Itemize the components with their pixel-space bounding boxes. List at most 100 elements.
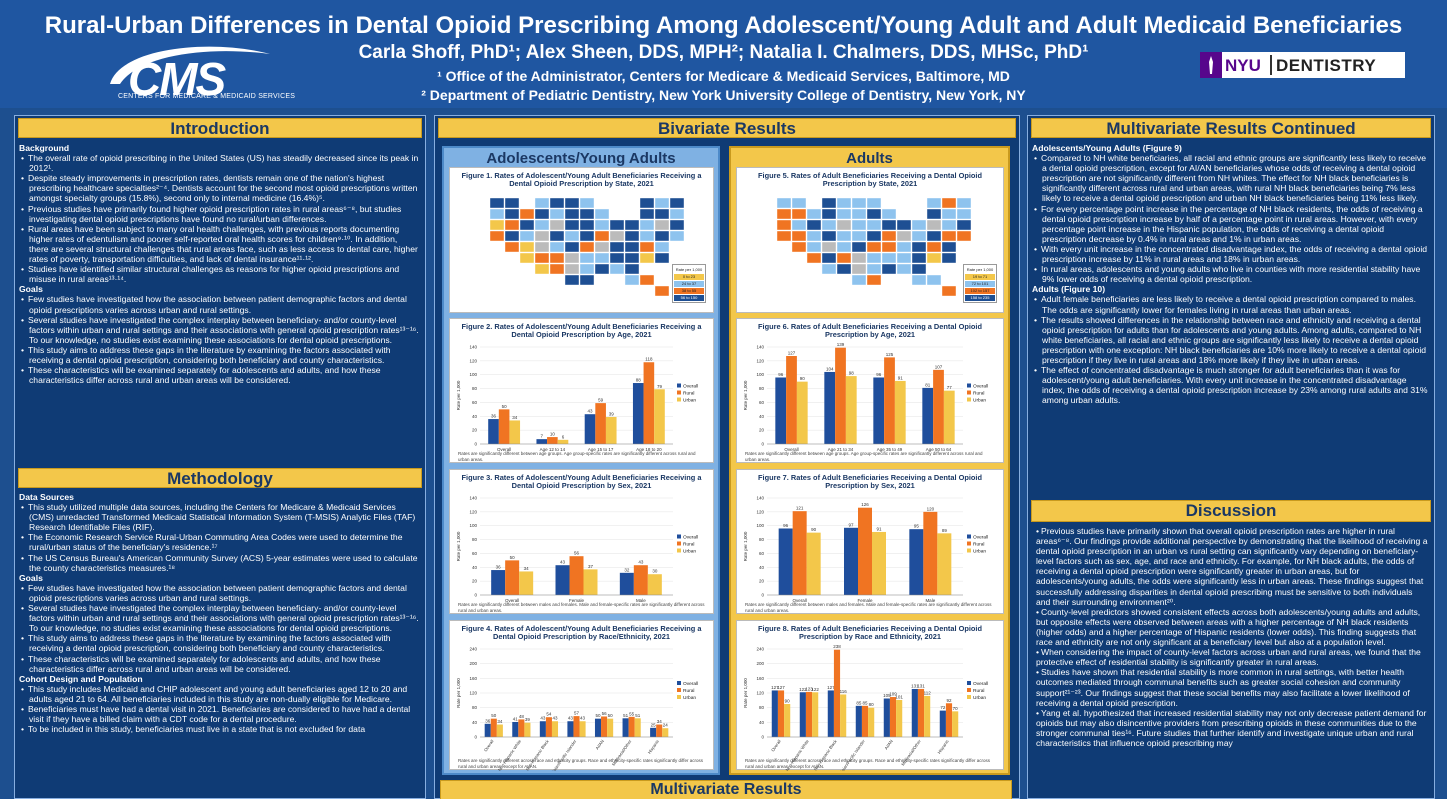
- cms-wordmark: CMS: [128, 53, 226, 105]
- state-shape: [821, 263, 837, 275]
- list-item: Rural areas have been subject to many or…: [19, 224, 419, 264]
- state-shape: [881, 230, 897, 242]
- multivariate-heading: Multivariate Results: [440, 780, 1012, 799]
- y-tick-label: 120: [756, 691, 764, 696]
- data-label: 104: [826, 366, 834, 371]
- bar: [656, 724, 663, 737]
- state-shape: [776, 208, 792, 220]
- state-shape: [806, 241, 822, 253]
- state-shape: [956, 230, 972, 242]
- state-shape: [836, 208, 852, 220]
- data-label: 77: [947, 385, 953, 390]
- bar: [605, 416, 617, 444]
- bar: [490, 718, 497, 737]
- state-shape: [639, 274, 655, 286]
- data-label: 34: [657, 719, 663, 724]
- list-item: Studies have identified similar structur…: [19, 264, 419, 284]
- data-label: 41: [513, 716, 519, 721]
- state-shape: [564, 252, 580, 264]
- data-label: 79: [657, 384, 663, 389]
- data-label: 43: [638, 560, 644, 565]
- state-shape: [941, 230, 957, 242]
- state-shape: [504, 241, 520, 253]
- legend-swatch: [967, 548, 971, 553]
- state-shape: [851, 274, 867, 286]
- state-shape: [866, 263, 882, 275]
- logo-divider: [1270, 55, 1272, 75]
- state-shape: [579, 219, 595, 231]
- state-shape: [579, 230, 595, 242]
- state-shape: [776, 197, 792, 209]
- legend-label: Overall: [683, 535, 698, 541]
- y-tick-label: 240: [469, 647, 477, 652]
- bar: [861, 705, 869, 737]
- bar: [778, 528, 793, 595]
- y-tick-label: 60: [759, 551, 765, 556]
- state-shape: [594, 252, 610, 264]
- legend-swatch: [677, 681, 681, 685]
- y-tick-label: 200: [756, 661, 764, 666]
- state-shape: [579, 252, 595, 264]
- state-shape: [791, 241, 807, 253]
- bar: [557, 439, 569, 444]
- state-shape: [639, 241, 655, 253]
- data-label: 43: [568, 716, 574, 721]
- data-label: 116: [840, 689, 848, 694]
- bar: [622, 718, 629, 737]
- bar: [583, 569, 598, 595]
- bar: [855, 705, 862, 737]
- bar: [873, 377, 885, 444]
- state-shape: [624, 230, 640, 242]
- state-shape: [821, 219, 837, 231]
- legend-swatch: [677, 548, 681, 553]
- state-shape: [549, 263, 565, 275]
- adults-heading: Adults: [846, 150, 893, 167]
- state-shape: [911, 219, 927, 231]
- list-item: Beneficiaries must have had a dental vis…: [19, 704, 419, 724]
- state-shape: [579, 208, 595, 220]
- data-label: 131: [911, 683, 919, 688]
- state-shape: [941, 241, 957, 253]
- nyu-torch-icon: [1200, 52, 1222, 78]
- data-label: 37: [588, 564, 594, 569]
- y-tick-label: 100: [469, 372, 477, 377]
- x-tick-label: Male: [925, 598, 935, 603]
- bar: [896, 699, 903, 737]
- state-shape: [881, 263, 897, 275]
- figure-2: Figure 2. Rates of Adolescent/Young Adul…: [449, 318, 714, 463]
- data-label: 85: [856, 700, 862, 705]
- data-label: 34: [512, 415, 518, 420]
- y-tick-label: 0: [761, 593, 764, 598]
- data-label: 91: [898, 375, 904, 380]
- legend-swatch: [967, 534, 971, 539]
- state-shape: [639, 252, 655, 264]
- data-label: 51: [623, 713, 629, 718]
- data-label: 97: [848, 522, 854, 527]
- state-shape: [564, 274, 580, 286]
- bar: [872, 531, 886, 595]
- bar: [551, 721, 559, 737]
- state-shape: [564, 230, 580, 242]
- x-tick-label: Female: [857, 598, 873, 603]
- data-label: 72: [940, 705, 946, 710]
- state-shape: [911, 230, 927, 242]
- figure-7: Figure 7. Rates of Adult Beneficiaries R…: [736, 469, 1004, 614]
- state-shape: [489, 219, 505, 231]
- goals-label: Goals: [19, 572, 43, 583]
- y-tick-label: 0: [474, 735, 477, 740]
- state-shape: [896, 252, 912, 264]
- bar: [569, 556, 584, 595]
- bar: [933, 369, 944, 444]
- data-label: 91: [876, 526, 882, 531]
- bar: [840, 694, 847, 737]
- bar: [594, 718, 602, 737]
- x-tick-label: Age 21 to 34: [828, 447, 854, 452]
- bar: [771, 690, 778, 737]
- bar: [786, 356, 797, 444]
- state-shape: [639, 197, 655, 209]
- y-axis-label: Rate per 1,000: [456, 531, 461, 561]
- state-shape: [579, 241, 595, 253]
- legend-label: Rural: [683, 688, 694, 694]
- data-label: 56: [574, 551, 580, 556]
- legend-label: Overall: [683, 384, 698, 390]
